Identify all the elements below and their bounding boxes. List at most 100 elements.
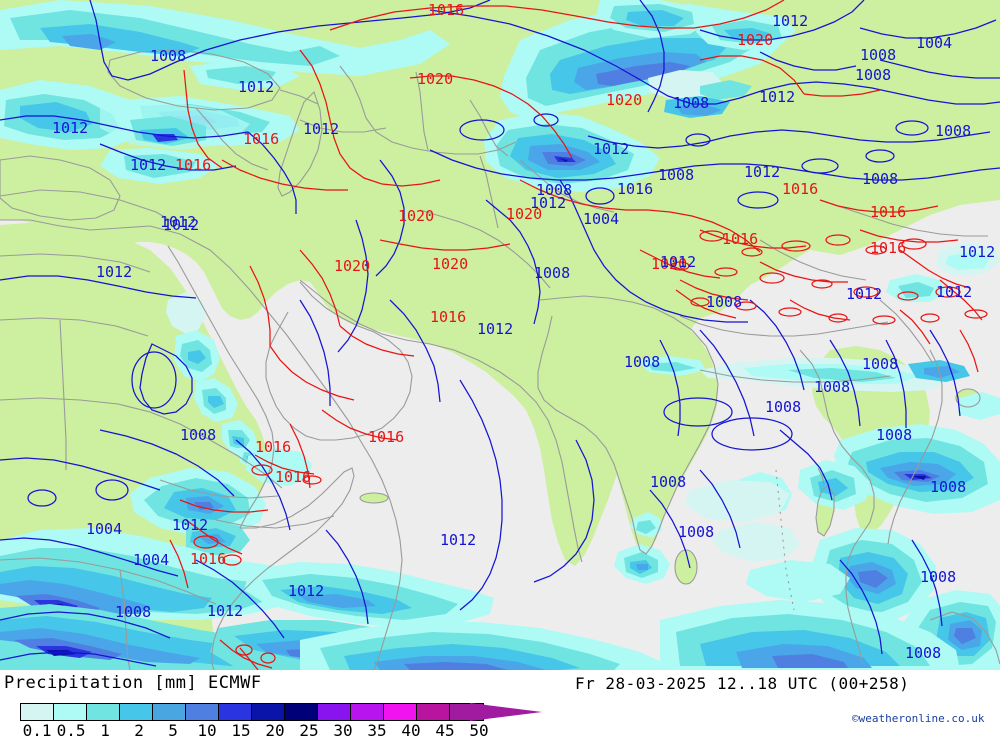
precip-northwest	[0, 0, 450, 184]
model-run-info: Fr 28-03-2025 12..18 UTC (00+258)	[575, 674, 910, 693]
isobar-label-1020-27: 1020	[506, 205, 543, 223]
isobar-label-1016-30: 1016	[870, 203, 907, 221]
colorbar-tick-30: 30	[333, 721, 353, 740]
colorbar-tick-15: 15	[231, 721, 251, 740]
precip-red-sea	[166, 292, 268, 470]
isobar-label-1008-50: 1008	[876, 426, 913, 444]
colorbar-swatch-0.1	[21, 704, 54, 720]
colorbar-swatch-5	[153, 704, 186, 720]
isobar-label-1012-42: 1012	[936, 283, 973, 301]
colorbar-tick-10: 10	[197, 721, 217, 740]
isobar-label-1016-34: 1016	[870, 239, 907, 257]
colorbar-swatch-0.5	[54, 704, 87, 720]
colorbar-tick-25: 25	[299, 721, 319, 740]
isobar-label-1004-2: 1004	[916, 34, 953, 52]
precip-central-asia	[484, 4, 780, 192]
colorbar-swatch-10	[186, 704, 219, 720]
colorbar-swatch-15	[219, 704, 252, 720]
isobar-label-1016-43: 1016	[430, 308, 467, 326]
map-graphics	[0, 0, 1000, 670]
isobar-label-1012-28: 1012	[530, 194, 567, 212]
isobar-label-1020-6: 1020	[417, 70, 454, 88]
isobar-label-1012-7: 1012	[238, 78, 275, 96]
isobar-label-1016-22: 1016	[782, 180, 819, 198]
colorbar-tick-35: 35	[367, 721, 387, 740]
precipitation-layer	[0, 0, 1000, 670]
colorbar-tick-labels: 0.1 0.5 1 2 5 10 15 20 25 30 35 40 45 50	[0, 721, 560, 741]
precipitation-map[interactable]: 1016 1012 1004 1008 1020 1008 1020 1012 1020 1008…	[0, 0, 1000, 670]
isobar-label-1008-17: 1008	[658, 166, 695, 184]
isobar-label-1008-5: 1008	[855, 66, 892, 84]
isobar-label-1012-66: 1012	[207, 602, 244, 620]
isobar-label-1008-59: 1008	[678, 523, 715, 541]
isobar-label-1012-35: 1012	[959, 243, 996, 261]
isobar-label-1016-53: 1016	[368, 428, 405, 446]
colorbar-tick-5: 5	[168, 721, 178, 740]
isobar-label-1012-13: 1012	[52, 119, 89, 137]
isobar-label-1020-26: 1020	[398, 207, 435, 225]
isobar-label-1008-52: 1008	[180, 426, 217, 444]
isobar-label-1012-10: 1012	[759, 88, 796, 106]
isobar-label-1008-21: 1008	[862, 170, 899, 188]
isobar-label-1016-0: 1016	[428, 1, 465, 19]
precip-arabian-sea	[300, 622, 668, 670]
isobar-label-1012-39: 1012	[96, 263, 133, 281]
colorbar-swatch-30	[318, 704, 351, 720]
colorbar-tick-1: 1	[100, 721, 110, 740]
borders-layer	[0, 49, 1000, 670]
isobar-label-1008-65: 1008	[115, 603, 152, 621]
isobar-label-1012-41: 1012	[846, 285, 883, 303]
isobar-label-1008-38: 1008	[534, 264, 571, 282]
isobar-label-1016-62: 1016	[190, 550, 227, 568]
isobar-label-1008-49: 1008	[765, 398, 802, 416]
colorbar-tick-50: 50	[469, 721, 489, 740]
precip-china-coast	[886, 242, 1000, 420]
colorbar-tick-20: 20	[265, 721, 285, 740]
isobars-low	[0, 0, 1000, 667]
sri-lanka-landmass	[675, 550, 697, 584]
precip-horn-africa	[130, 448, 312, 556]
colorbar-swatch-2	[120, 704, 153, 720]
isobars-high	[169, 0, 988, 670]
colorbar-swatch-35	[351, 704, 384, 720]
precip-caucasus	[190, 60, 300, 90]
colorbar-swatch-20	[252, 704, 285, 720]
colorbar-tick-2: 2	[134, 721, 144, 740]
isobar-label-1004-29: 1004	[583, 210, 620, 228]
isobar-label-1012-45: 1012	[163, 216, 200, 234]
isobar-label-1004-57: 1004	[86, 520, 123, 538]
precipitation-colorbar	[20, 703, 484, 721]
isobar-label-1008-47: 1008	[862, 355, 899, 373]
isobar-label-1016-51: 1016	[255, 438, 292, 456]
isobar-label-1008-56: 1008	[930, 478, 967, 496]
isobar-label-1016-54: 1016	[275, 468, 312, 486]
isobar-label-1004-61: 1004	[133, 551, 170, 569]
isobar-label-1016-19: 1016	[175, 156, 212, 174]
isobar-label-1012-16: 1012	[593, 140, 630, 158]
isobar-label-1020-36: 1020	[334, 257, 371, 275]
isobar-label-1008-23: 1008	[536, 181, 573, 199]
colorbar-overflow-arrow	[470, 703, 542, 721]
colorbar-swatch-40	[384, 704, 417, 720]
isobar-label-1008-3: 1008	[150, 47, 187, 65]
isobar-label-1012-25: 1012	[160, 213, 197, 231]
isobar-label-1016-24: 1016	[617, 180, 654, 198]
isobar-label-1012-60: 1012	[440, 531, 477, 549]
isobar-label-1020-37: 1020	[432, 255, 469, 273]
isobar-label-1008-9: 1008	[673, 94, 710, 112]
isobar-label-1020-8: 1020	[606, 91, 643, 109]
isobar-label-1008-55: 1008	[650, 473, 687, 491]
chart-title: Precipitation [mm] ECMWF	[4, 673, 262, 693]
precip-south-india	[614, 512, 670, 584]
colorbar-tick-0.1: 0.1	[22, 721, 52, 740]
colorbar-swatch-25	[285, 704, 318, 720]
isobar-label-1016-31: 1016	[722, 230, 759, 248]
isobar-label-1012-58: 1012	[172, 516, 209, 534]
socotra-landmass	[360, 493, 388, 503]
isobar-label-1008-12: 1008	[935, 122, 972, 140]
isobar-label-1012-20: 1012	[744, 163, 781, 181]
isobar-label-1020-32: 1020	[651, 255, 688, 273]
colorbar-tick-0.5: 0.5	[56, 721, 86, 740]
isobar-label-1012-14: 1012	[303, 120, 340, 138]
